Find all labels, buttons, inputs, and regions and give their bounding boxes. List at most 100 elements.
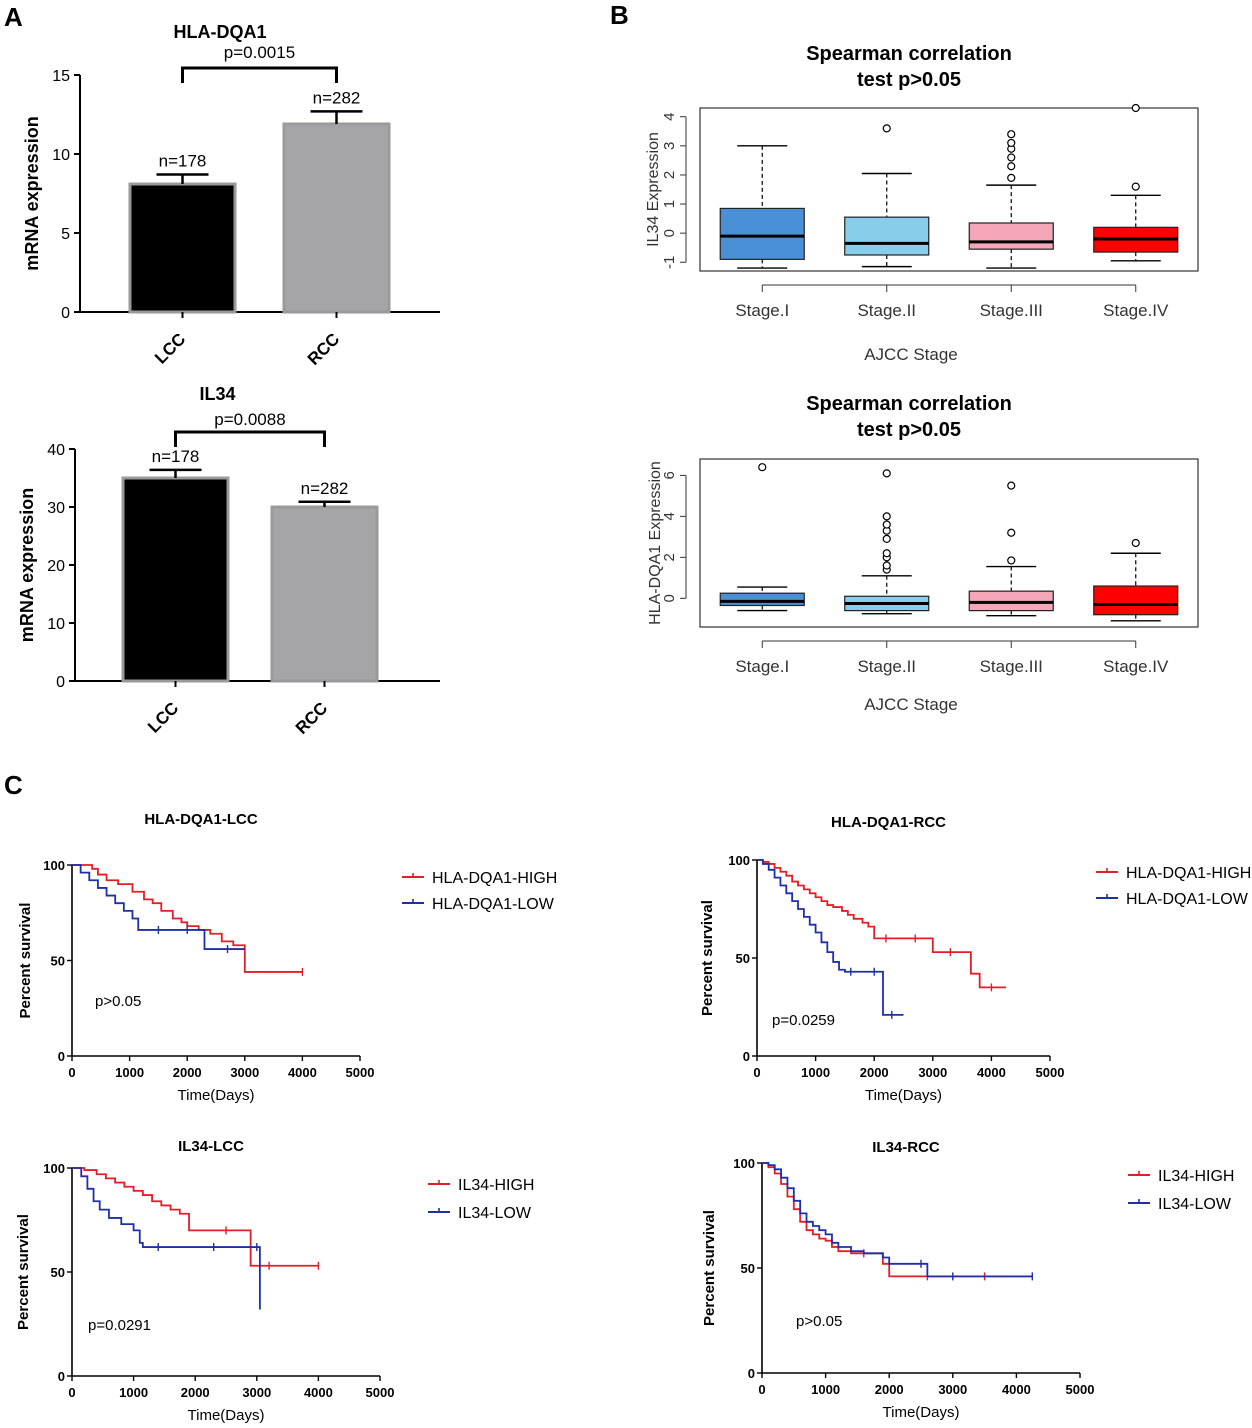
outlier-point (1131, 103, 1140, 113)
x-tick-label: 4000 (304, 1385, 333, 1400)
y-tick-label: 0 (58, 1369, 65, 1384)
x-tick-label: 2000 (875, 1382, 904, 1397)
x-tick-label: 2000 (173, 1065, 202, 1080)
outlier-point (1007, 173, 1016, 182)
box (844, 216, 930, 256)
x-tick-label: 5000 (346, 1065, 375, 1080)
y-tick-label: 50 (51, 954, 65, 969)
survival-curve (72, 864, 245, 950)
outlier-point (882, 534, 891, 544)
panel-label-b: B (610, 0, 629, 30)
bar (282, 122, 391, 314)
x-tick-label: 3000 (918, 1065, 947, 1080)
x-tick-label: 1000 (801, 1065, 830, 1080)
y-tick-label: 15 (52, 68, 70, 85)
x-tick-label: RCC (304, 329, 343, 368)
x-tick-label: Stage.III (980, 657, 1043, 676)
x-tick-label: Stage.I (735, 301, 789, 320)
y-axis-label: HLA-DQA1 Expression (647, 461, 664, 625)
bar (270, 505, 379, 683)
x-axis-label: Time(Days) (865, 1087, 942, 1104)
chart-hla-dqa1-bar: HLA-DQA1 0 5 10 15 mRNA expression n=178 LCC n=2… (22, 22, 440, 369)
chart-survival-hla-dqa1-rcc: HLA-DQA1-RCC 0 1000 2000 3000 4000 5000 0 50 100 T… (699, 814, 1251, 1104)
count-label: n=282 (313, 88, 361, 107)
x-tick-label: Stage.I (735, 657, 789, 676)
y-tick-label: 0 (748, 1366, 755, 1381)
chart-title: HLA-DQA1-LCC (144, 811, 257, 828)
x-tick-label: Stage.IV (1103, 657, 1169, 676)
legend-label: HLA-DQA1-HIGH (432, 870, 557, 887)
y-axis-label: Percent survival (17, 903, 34, 1019)
survival-curve (762, 1162, 1033, 1278)
outlier-point (1007, 138, 1016, 148)
x-tick-label: 0 (753, 1065, 760, 1080)
significance-bracket (181, 66, 338, 83)
bar (128, 182, 237, 314)
x-axis-label: Time(Days) (178, 1087, 255, 1104)
y-tick-label: 10 (47, 616, 65, 633)
y-axis-label: Percent survival (699, 900, 716, 1016)
y-tick-label: 0 (661, 594, 678, 602)
x-tick-label: 2000 (181, 1385, 210, 1400)
x-tick-label: 0 (68, 1385, 75, 1400)
y-tick-label: 50 (741, 1261, 755, 1276)
outlier-point (882, 124, 891, 133)
y-tick-label: 50 (736, 951, 750, 966)
outlier-point (882, 512, 891, 521)
panel-label-c: C (4, 770, 23, 800)
chart-il34-boxplot: Spearman correlation test p>0.05 -1 0 1 2 3 4 IL… (645, 43, 1199, 364)
outlier-point (1007, 481, 1016, 490)
survival-curve (72, 1167, 261, 1310)
y-axis-label: Percent survival (701, 1210, 718, 1326)
p-value-label: p=0.0015 (224, 43, 295, 62)
chart-title-line: test p>0.05 (857, 419, 961, 441)
y-tick-label: 20 (47, 558, 65, 575)
x-tick-label: LCC (144, 698, 182, 736)
x-tick-label: 3000 (938, 1382, 967, 1397)
y-tick-label: 2 (661, 171, 678, 179)
significance-bracket (174, 430, 326, 447)
y-tick-label: 5 (61, 226, 70, 243)
p-value-annotation: p>0.05 (796, 1313, 842, 1330)
y-axis-label: IL34 Expression (645, 132, 662, 247)
chart-title-line: Spearman correlation (806, 43, 1012, 65)
p-value-annotation: p=0.0291 (88, 1317, 151, 1334)
y-tick-label: 6 (661, 471, 678, 479)
y-tick-label: 1 (661, 200, 678, 208)
y-tick-label: 100 (733, 1156, 755, 1171)
y-axis-label: Percent survival (15, 1214, 32, 1330)
outlier-point (882, 549, 891, 558)
legend-label: IL34-LOW (1158, 1196, 1232, 1213)
p-value-annotation: p>0.05 (95, 993, 141, 1010)
x-tick-label: 3000 (242, 1385, 271, 1400)
x-tick-label: 1000 (119, 1385, 148, 1400)
y-tick-label: 2 (661, 553, 678, 561)
outlier-point (882, 469, 891, 478)
y-tick-label: 40 (47, 442, 65, 459)
y-tick-label: 3 (661, 142, 678, 150)
box (968, 590, 1054, 612)
x-tick-label: 0 (758, 1382, 765, 1397)
y-tick-label: 0 (61, 305, 70, 322)
legend-label: IL34-LOW (458, 1205, 532, 1222)
x-tick-label: LCC (151, 329, 189, 367)
x-tick-label: 4000 (288, 1065, 317, 1080)
y-tick-label: 10 (52, 147, 70, 164)
y-tick-label: 0 (56, 674, 65, 691)
box (1093, 585, 1179, 616)
y-tick-label: 50 (51, 1265, 65, 1280)
chart-survival-hla-dqa1-lcc: HLA-DQA1-LCC 0 1000 2000 3000 4000 5000 0 50 100 T… (17, 811, 557, 1104)
outlier-point (1007, 130, 1016, 139)
y-tick-label: 100 (43, 1161, 65, 1176)
x-axis-label: AJCC Stage (864, 345, 958, 364)
y-tick-label: 0 (743, 1049, 750, 1064)
y-axis-label: mRNA expression (17, 488, 37, 642)
box (719, 592, 805, 607)
outlier-point (1007, 528, 1016, 537)
chart-il34-bar: IL34 0 10 20 30 40 mRNA expression n=178 LCC n=28… (17, 384, 440, 738)
chart-title: HLA-DQA1-RCC (831, 814, 946, 831)
chart-title: IL34-RCC (872, 1139, 940, 1156)
y-tick-label: -1 (661, 256, 678, 269)
bar (121, 476, 230, 683)
